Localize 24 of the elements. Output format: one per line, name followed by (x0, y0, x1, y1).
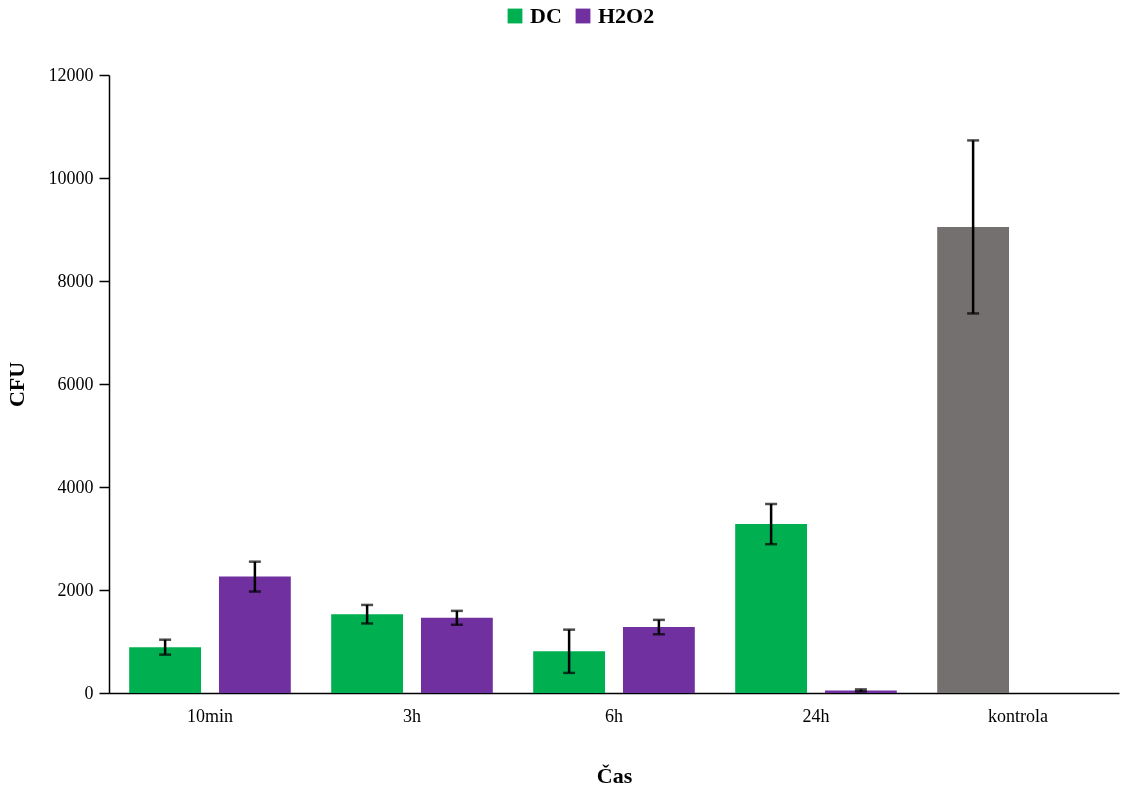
x-axis-title: Čas (596, 762, 633, 788)
x-tick-label: kontrola (988, 705, 1048, 726)
legend-label: DC (530, 3, 562, 28)
y-tick-label: 2000 (57, 579, 94, 600)
y-tick-label: 4000 (57, 476, 94, 497)
x-tick-label: 24h (802, 705, 830, 726)
bar (735, 524, 808, 693)
x-tick-label: 3h (403, 705, 421, 726)
y-axis-title: CFU (3, 361, 29, 408)
y-tick-label: 12000 (48, 64, 94, 85)
legend-label: H2O2 (598, 3, 655, 28)
bar (331, 614, 404, 693)
y-tick-label: 6000 (57, 373, 94, 394)
x-tick-label: 6h (605, 705, 623, 726)
bar (622, 627, 695, 693)
y-tick-label: 8000 (57, 270, 94, 291)
bar (420, 617, 493, 693)
bar (937, 226, 1010, 693)
bar (129, 647, 202, 693)
bar (533, 651, 606, 693)
y-tick-label: 10000 (48, 167, 94, 188)
x-tick-label: 10min (186, 705, 234, 726)
y-tick-label: 0 (84, 682, 94, 703)
bar (218, 576, 291, 693)
